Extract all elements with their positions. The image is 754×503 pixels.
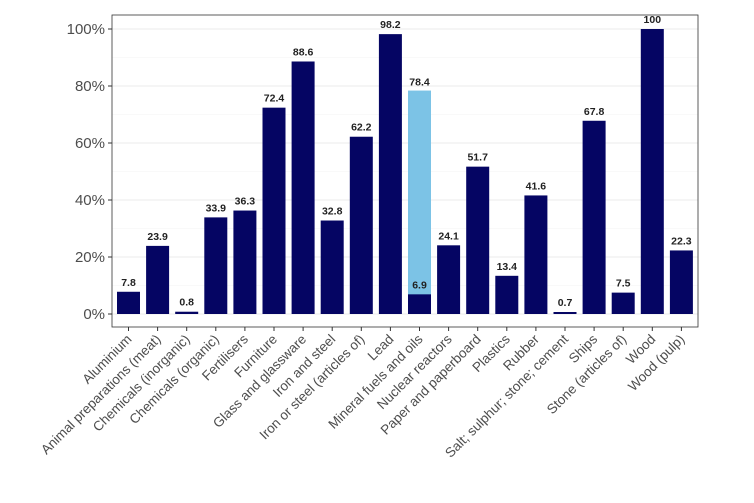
- bar: [204, 217, 228, 314]
- data-label: 51.7: [467, 152, 488, 164]
- data-label: 0.7: [558, 297, 573, 309]
- bar: [117, 291, 140, 314]
- bar: [291, 61, 315, 314]
- bar: [669, 250, 693, 314]
- data-label: 100: [644, 14, 662, 26]
- bar: [524, 195, 548, 314]
- data-label: 33.9: [206, 202, 227, 214]
- bar: [146, 245, 170, 314]
- data-label: 67.8: [584, 106, 605, 118]
- bar: [611, 292, 635, 314]
- bar: [553, 312, 577, 314]
- bar: [349, 136, 373, 314]
- y-tick-label: 80%: [75, 78, 105, 95]
- data-label: 88.6: [293, 46, 314, 58]
- bar-highlight: [408, 90, 431, 314]
- data-label: 7.8: [121, 277, 136, 289]
- bar: [320, 220, 344, 314]
- x-tick-label: Animal preparations (meat): [38, 332, 164, 458]
- data-label: 72.4: [264, 93, 285, 105]
- data-label: 13.4: [497, 261, 518, 273]
- y-tick-label: 20%: [75, 249, 105, 266]
- plot-panel: [112, 15, 698, 327]
- bar: [466, 166, 490, 314]
- data-label: 0.8: [179, 297, 194, 309]
- y-tick-label: 0%: [83, 306, 105, 323]
- bar: [378, 34, 402, 314]
- bar: [437, 245, 461, 314]
- data-label: 36.3: [235, 196, 256, 208]
- bar: [408, 294, 431, 314]
- data-label: 7.5: [616, 278, 631, 290]
- y-tick-label: 60%: [75, 135, 105, 152]
- bar: [640, 29, 664, 314]
- data-label: 22.3: [671, 235, 692, 247]
- y-tick-label: 40%: [75, 192, 105, 209]
- y-tick-label: 100%: [67, 21, 105, 38]
- data-label: 24.1: [438, 230, 459, 242]
- bar: [495, 275, 519, 314]
- data-label: 98.2: [380, 19, 401, 31]
- bar: [175, 311, 199, 314]
- data-label: 32.8: [322, 206, 343, 218]
- data-label: 6.9: [412, 279, 427, 291]
- data-label: 23.9: [147, 231, 168, 243]
- bar: [582, 120, 606, 315]
- data-label: 41.6: [526, 180, 547, 192]
- data-label-highlight: 78.4: [409, 77, 430, 89]
- plot-border: [111, 14, 699, 328]
- bar: [233, 210, 257, 314]
- bar: [262, 107, 286, 314]
- data-label: 62.2: [351, 122, 372, 134]
